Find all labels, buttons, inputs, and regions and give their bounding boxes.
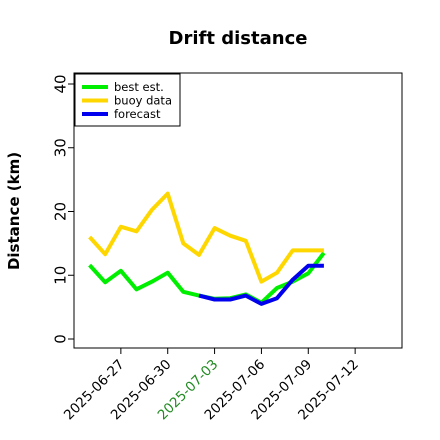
x-axis: 2025-06-272025-06-302025-07-032025-07-06…: [61, 348, 362, 423]
y-tick-label: 10: [51, 266, 69, 285]
plot-frame: [73, 72, 403, 349]
y-tick-label: 0: [51, 334, 69, 344]
series-line-1: [88, 191, 324, 284]
legend-label: forecast: [114, 107, 161, 121]
y-axis: 0 10 20 30 40: [51, 74, 74, 344]
legend-label: best est.: [114, 80, 164, 94]
chart-title: Drift distance: [169, 28, 308, 49]
y-tick-label: 30: [51, 138, 69, 157]
y-axis-label: Distance (km): [5, 152, 23, 270]
series-layer: [88, 191, 326, 306]
legend-label: buoy data: [114, 94, 172, 108]
y-tick-label: 40: [51, 74, 69, 93]
series-line-0: [88, 251, 326, 305]
y-tick-label: 20: [51, 202, 69, 221]
series-line-2: [198, 263, 324, 306]
